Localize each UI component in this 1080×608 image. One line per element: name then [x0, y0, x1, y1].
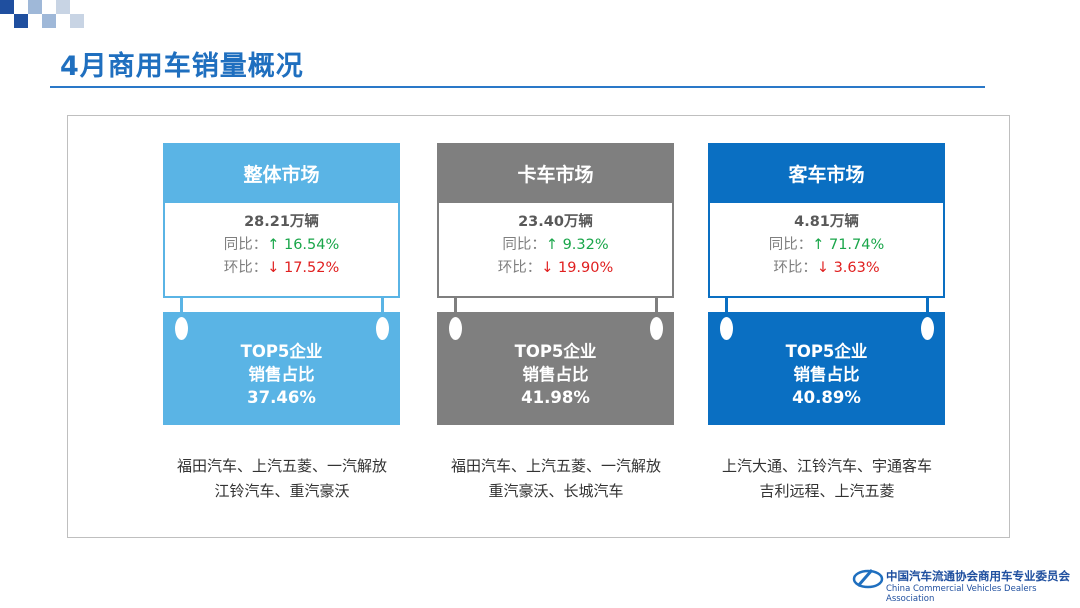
pattern-square: [70, 14, 84, 28]
card-info: 28.21万辆 同比：↑ 16.54% 环比：↓ 17.52%: [163, 203, 400, 298]
pattern-square: [42, 14, 56, 28]
mom-value: ↓ 3.63%: [816, 260, 880, 276]
hanger-dot: [376, 317, 389, 340]
mom-value: ↓ 19.90%: [541, 260, 614, 276]
connector: [454, 298, 457, 314]
companies: 福田汽车、上汽五菱、一汽解放 重汽豪沃、长城汽车: [416, 454, 696, 504]
yoy-row: 同比：↑ 71.74%: [710, 234, 943, 257]
pattern-square: [14, 14, 28, 28]
pattern-square: [28, 0, 42, 14]
top5-label: 销售占比: [793, 365, 860, 384]
yoy-value: ↑ 16.54%: [267, 237, 340, 253]
hanger-dot: [921, 317, 934, 340]
mom-label: 环比：: [773, 260, 817, 276]
yoy-label: 同比：: [502, 237, 546, 253]
company-line: 福田汽车、上汽五菱、一汽解放: [450, 457, 661, 475]
connector: [180, 298, 183, 314]
top5-box: TOP5企业 销售占比 37.46%: [163, 312, 400, 425]
mom-label: 环比：: [497, 260, 542, 276]
connector: [926, 298, 929, 314]
yoy-value: ↑ 9.32%: [545, 237, 609, 253]
top5-share: 41.98%: [521, 388, 590, 407]
company-line: 江铃汽车、重汽豪沃: [214, 482, 350, 500]
top5-share: 37.46%: [247, 388, 316, 407]
card-info: 23.40万辆 同比：↑ 9.32% 环比：↓ 19.90%: [437, 203, 674, 298]
spacer: [708, 312, 945, 340]
connector: [655, 298, 658, 314]
top5-label: TOP5企业: [785, 342, 868, 361]
hanger-dot: [720, 317, 733, 340]
logo: [852, 569, 884, 589]
top5-label: TOP5企业: [240, 342, 323, 361]
company-line: 福田汽车、上汽五菱、一汽解放: [176, 457, 387, 475]
company-line: 重汽豪沃、长城汽车: [488, 482, 624, 500]
companies: 上汽大通、江铃汽车、宇通客车 吉利远程、上汽五菱: [687, 454, 967, 504]
volume: 23.40万辆: [518, 214, 593, 230]
content-frame: [67, 115, 1010, 538]
card-header: 卡车市场: [437, 143, 674, 203]
org-name-en: China Commercial Vehicles Dealers Associ…: [886, 584, 1037, 604]
hanger-dot: [650, 317, 663, 340]
mom-row: 环比：↓ 3.63%: [710, 257, 943, 280]
hanger-dot: [449, 317, 462, 340]
yoy-row: 同比：↑ 9.32%: [439, 234, 672, 257]
top5-label: 销售占比: [522, 365, 589, 384]
mom-row: 环比：↓ 17.52%: [165, 257, 398, 280]
yoy-label: 同比：: [223, 237, 268, 253]
card-header: 客车市场: [708, 143, 945, 203]
mom-row: 环比：↓ 19.90%: [439, 257, 672, 280]
companies: 福田汽车、上汽五菱、一汽解放 江铃汽车、重汽豪沃: [142, 454, 422, 504]
company-line: 上汽大通、江铃汽车、宇通客车: [721, 457, 932, 475]
volume: 4.81万辆: [794, 214, 859, 230]
hanger-dot: [175, 317, 188, 340]
spacer: [437, 312, 674, 340]
top5-box: TOP5企业 销售占比 41.98%: [437, 312, 674, 425]
yoy-row: 同比：↑ 16.54%: [165, 234, 398, 257]
spacer: [163, 312, 400, 340]
volume: 28.21万辆: [244, 214, 319, 230]
yoy-label: 同比：: [768, 237, 813, 253]
top5-label: 销售占比: [248, 365, 315, 384]
slide-title: 4月商用车销量概况: [60, 51, 304, 82]
yoy-value: ↑ 71.74%: [812, 237, 885, 253]
company-line: 吉利远程、上汽五菱: [759, 482, 895, 500]
mom-label: 环比：: [223, 260, 268, 276]
card-header: 整体市场: [163, 143, 400, 203]
top5-box: TOP5企业 销售占比 40.89%: [708, 312, 945, 425]
pattern-square: [56, 0, 70, 14]
title-rule: [50, 86, 985, 88]
mom-value: ↓ 17.52%: [267, 260, 340, 276]
card-info: 4.81万辆 同比：↑ 71.74% 环比：↓ 3.63%: [708, 203, 945, 298]
top5-label: TOP5企业: [514, 342, 597, 361]
connector: [725, 298, 728, 314]
pattern-square: [0, 0, 14, 14]
connector: [381, 298, 384, 314]
top5-share: 40.89%: [792, 388, 861, 407]
org-name: 中国汽车流通协会商用车专业委员会: [886, 569, 1070, 583]
